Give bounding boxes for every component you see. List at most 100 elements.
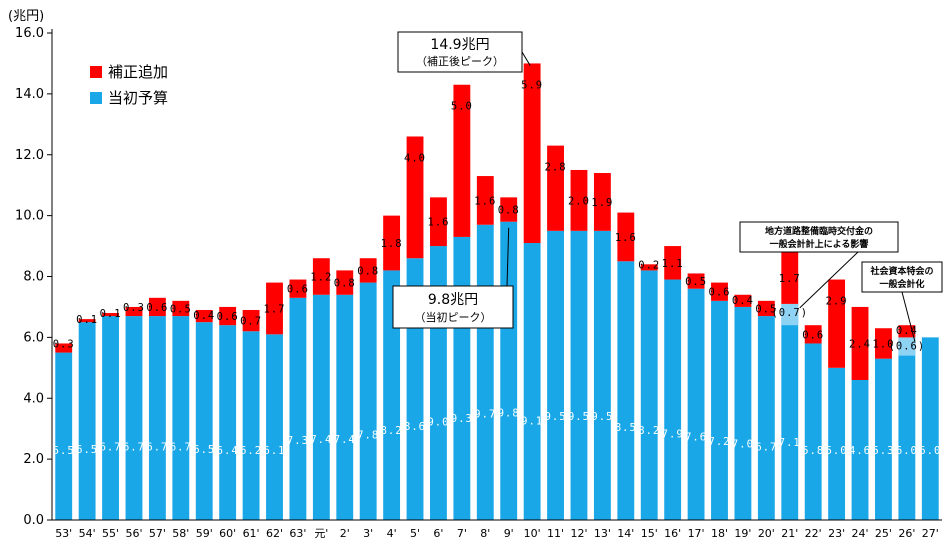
bars-layer: 5.5 0.3 6.5 0.1 6.7 0.1 6.7 0.3 6.7 0.6 6.7 0.5 6.5 0… — [53, 63, 941, 521]
x-tick-label: 59' — [196, 527, 213, 540]
bar-initial — [219, 325, 237, 520]
bar-initial — [875, 358, 892, 520]
bar-initial — [570, 230, 588, 520]
bar-initial — [500, 221, 518, 520]
supplementary-value-label: 1.6 — [474, 195, 496, 207]
bar-supplementary — [875, 328, 892, 359]
x-tick-label: 7' — [457, 527, 467, 540]
bar-supplementary — [242, 309, 260, 332]
bar-initial — [242, 331, 260, 520]
x-tick-label: 19' — [734, 527, 751, 540]
initial-value-label: 6.7 — [100, 442, 122, 454]
supplementary-value-label: 0.6 — [709, 287, 731, 299]
bar-supplementary — [640, 264, 658, 271]
x-tick-label: 5' — [410, 527, 420, 540]
bar-supplementary — [617, 212, 635, 262]
initial-value-label: 7.8 — [357, 430, 379, 442]
peak-total-sub: （補正後ピーク） — [416, 54, 504, 68]
initial-value-label: 6.7 — [755, 442, 777, 454]
bar-initial — [55, 352, 73, 520]
x-tick-label: 27' — [922, 527, 939, 540]
bar-supplementary — [359, 258, 377, 283]
initial-value-label: 9.5 — [568, 411, 590, 423]
legend-label: 補正追加 — [108, 63, 168, 81]
bar-supplementary — [757, 300, 775, 317]
supplementary-value-label: 0.1 — [76, 314, 98, 326]
initial-value-label: 6.0 — [919, 445, 941, 457]
note-line: 地方道路整備臨時交付金の — [765, 225, 873, 237]
bar-supplementary — [406, 136, 424, 259]
supplementary-value-label: 4.0 — [404, 152, 426, 164]
x-tick-label: 26' — [898, 527, 915, 540]
initial-value-label: 9.7 — [474, 409, 496, 421]
initial-value-label: 9.0 — [427, 416, 449, 428]
supplementary-value-label: 1.2 — [310, 272, 332, 284]
callout-leader — [799, 251, 859, 309]
x-tick-label: 10' — [524, 527, 541, 540]
callouts: 14.9兆円（補正後ピーク） 9.8兆円 （当初ピーク） 地方道路整備臨時交付金の一般… — [392, 31, 943, 342]
bar-initial — [266, 334, 283, 520]
x-tick-label: 15' — [641, 527, 658, 540]
initial-value-label: 7.1 — [779, 437, 801, 449]
initial-value-label: 7.9 — [662, 428, 684, 440]
supplementary-value-label: 1.7 — [264, 303, 286, 315]
x-tick-label: 11' — [547, 527, 564, 540]
note-line: 一般会計計上による影響 — [770, 238, 869, 250]
bar-initial — [383, 270, 401, 520]
x-tick-label: 61' — [243, 527, 260, 540]
callout-leader — [521, 51, 531, 66]
x-tick-label: 8' — [480, 527, 490, 540]
initial-value-label: 7.3 — [287, 435, 309, 447]
initial-value-label: 6.7 — [146, 442, 168, 454]
initial-value-label: 7.4 — [310, 434, 332, 446]
initial-value-label: 8.2 — [381, 425, 403, 437]
supplementary-value-label: 5.9 — [521, 79, 543, 91]
supplementary-value-label: 1.6 — [615, 232, 637, 244]
bar-supplementary — [476, 176, 494, 225]
bar-initial — [523, 243, 541, 521]
supplementary-value-label: 5.0 — [451, 101, 473, 113]
y-tick-label: 2.0 — [23, 452, 44, 467]
initial-value-label: 8.2 — [638, 425, 660, 437]
supplementary-value-label: 0.8 — [498, 205, 520, 217]
bar-supplementary — [851, 306, 869, 380]
x-tick-label: 4' — [387, 527, 397, 540]
initial-value-label: 9.8 — [498, 408, 520, 420]
bar-initial — [289, 297, 307, 520]
y-axis-unit: (兆円) — [8, 9, 44, 24]
y-tick-label: 12.0 — [15, 148, 44, 163]
bar-supplementary — [383, 215, 401, 271]
initial-value-label: 8.5 — [615, 422, 637, 434]
supplementary-value-label: 0.5 — [755, 303, 777, 315]
legend-swatch — [90, 66, 102, 78]
bar-supplementary — [781, 252, 799, 304]
bar-initial — [687, 288, 705, 520]
initial-value-label: 7.4 — [334, 434, 356, 446]
bar-supplementary — [804, 325, 822, 344]
bar-initial — [851, 379, 869, 520]
supplementary-value-label: 0.2 — [638, 259, 660, 271]
initial-value-label: 9.5 — [591, 411, 613, 423]
initial-value-label: 9.3 — [451, 413, 473, 425]
supplementary-value-label: 0.4 — [732, 295, 754, 307]
supplementary-value-label: 0.5 — [685, 276, 707, 288]
bar-initial — [102, 316, 119, 520]
supplementary-value-label: 0.6 — [287, 284, 309, 296]
x-tick-label: 16' — [664, 527, 681, 540]
bar-initial — [734, 306, 752, 520]
bar-initial — [921, 337, 939, 520]
x-tick-label: 13' — [594, 527, 611, 540]
bar-supplementary — [828, 279, 846, 368]
bar-initial — [359, 282, 377, 520]
x-tick-label: 元' — [314, 527, 328, 540]
y-tick-label: 6.0 — [23, 330, 44, 345]
bar-initial — [617, 261, 635, 520]
x-tick-label: 2' — [340, 527, 350, 540]
x-tick-label: 20' — [758, 527, 775, 540]
x-tick-label: 56' — [125, 527, 142, 540]
y-tick-label: 0.0 — [23, 513, 44, 528]
initial-value-label: 6.1 — [264, 445, 286, 457]
bar-supplementary — [711, 282, 728, 301]
x-tick-label: 23' — [828, 527, 845, 540]
